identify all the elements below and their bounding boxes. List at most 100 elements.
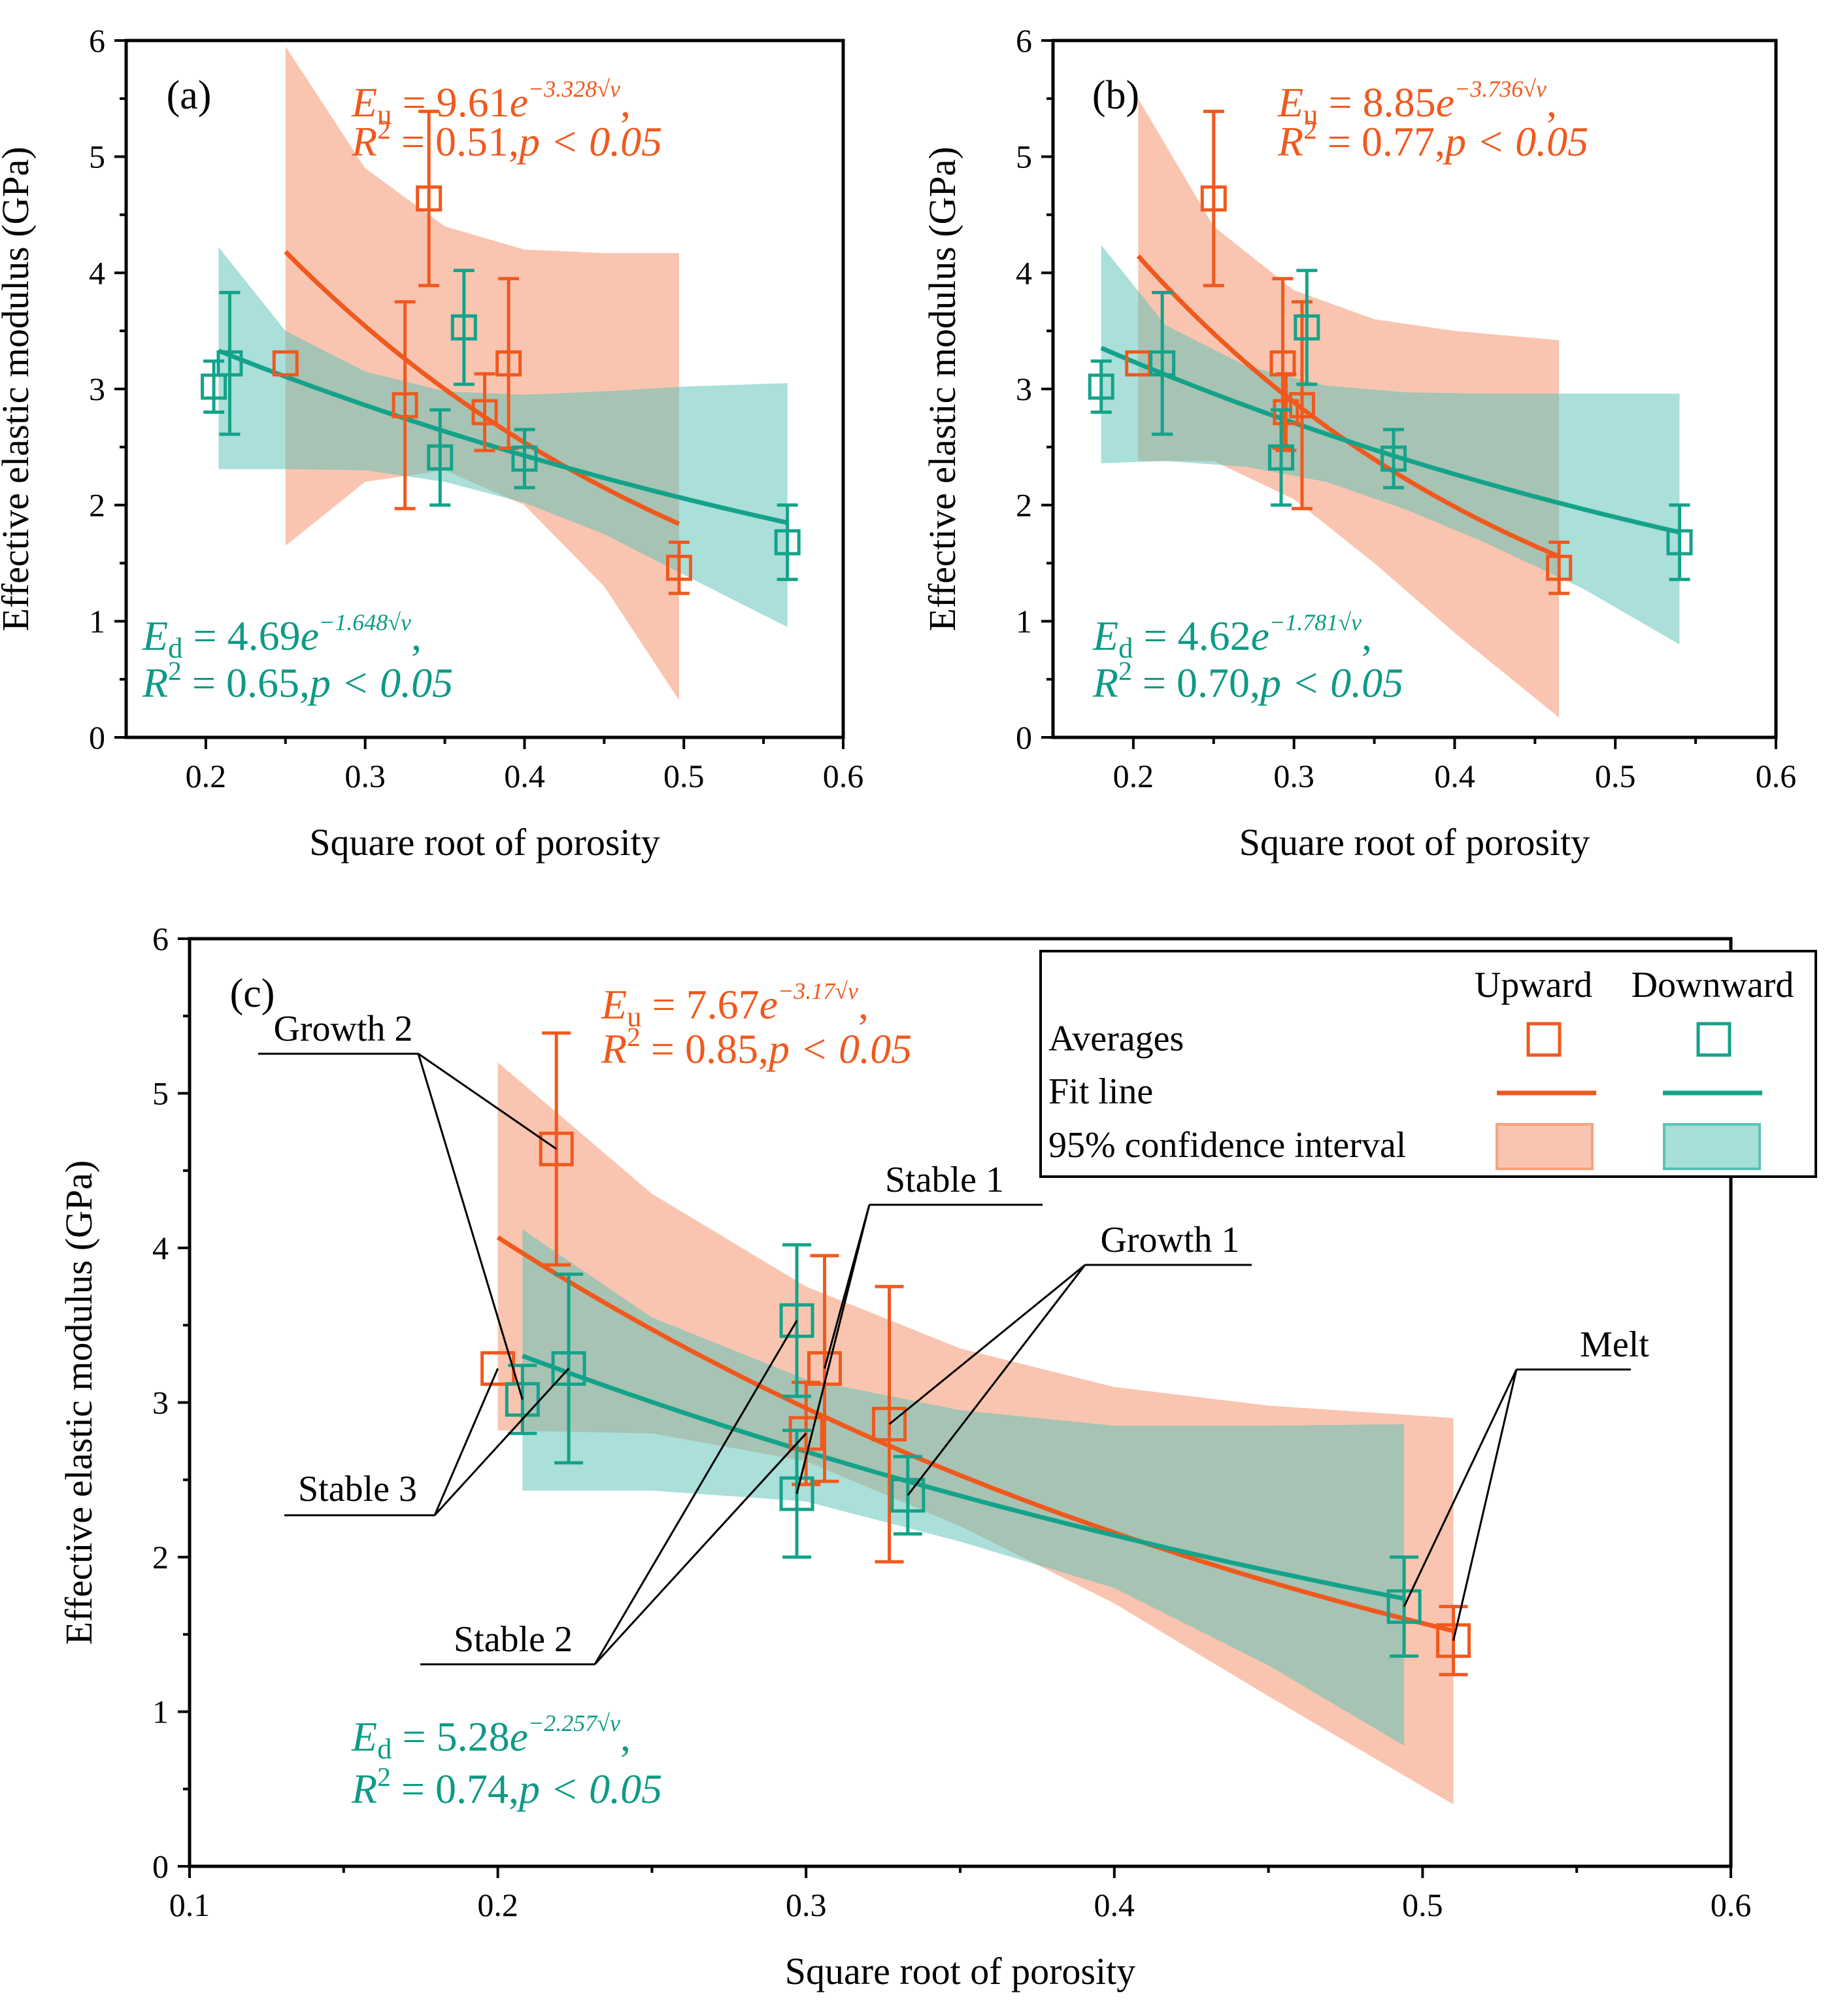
y-tick-label: 0 (1016, 719, 1032, 756)
eq-var: E (351, 1713, 377, 1760)
eq-p-value: p < 0.05 (516, 118, 662, 165)
data-point-downward (427, 444, 454, 471)
x-tick-label: 0.4 (1094, 1887, 1135, 1923)
y-tick-label: 3 (152, 1385, 169, 1421)
y-tick-label: 5 (89, 139, 105, 175)
eq-subscript: u (627, 1000, 641, 1033)
eq-equals: = (642, 981, 686, 1028)
x-axis-title: Square root of porosity (309, 821, 660, 864)
annotation-leader (417, 1053, 524, 1400)
eq-equals-2: = (1132, 660, 1177, 706)
eq-p-value: p < 0.05 (307, 660, 453, 706)
legend-square-downward (1696, 1022, 1731, 1057)
eq-comma: , (1362, 613, 1372, 659)
x-tick-label: 0.2 (186, 758, 227, 794)
eq-e: e (1436, 79, 1454, 126)
eq-equals: = (1318, 79, 1363, 126)
x-tick-label: 0.4 (504, 758, 545, 794)
eq-e: e (301, 613, 319, 659)
legend-row-ci: 95% confidence interval (1048, 1125, 1406, 1166)
data-point-downward (1666, 529, 1693, 556)
eq-exponent: −3.736√v (1454, 76, 1547, 102)
data-point-downward (1268, 444, 1295, 471)
panel-label: (a) (167, 73, 212, 118)
legend-row-fit: Fit line (1048, 1071, 1153, 1112)
eq-coefficient: 4.69 (227, 613, 301, 659)
eq-comma-2: , (509, 118, 519, 165)
chart-panel-a: 0.2 0.3 0.4 0.5 0.6 0 1 2 3 4 5 6 Square root of por… (0, 22, 863, 864)
data-point-upward (539, 1132, 574, 1167)
fit-equation-downward: Ed = 5.28e−2.257√v, (351, 1710, 631, 1765)
annotation-leader (594, 1320, 798, 1665)
data-point-upward (392, 392, 418, 418)
data-point-downward (201, 373, 227, 400)
eq-p-value: p < 0.05 (516, 1766, 662, 1812)
annotation-leader (433, 1368, 570, 1517)
x-tick-label: 0.5 (663, 758, 705, 794)
y-axis-title: Effective elastic modulus (GPa) (58, 1160, 100, 1645)
annotation-growth-2: Growth 2 (258, 1009, 558, 1400)
y-tick-label: 5 (152, 1075, 169, 1112)
annotation-leader (888, 1264, 1086, 1425)
legend-square-upward (1526, 1022, 1562, 1057)
annotation-leader (594, 1432, 807, 1666)
chart-panel-b: 0.2 0.3 0.4 0.5 0.6 0 1 2 3 4 5 6 Square root of por… (921, 22, 1796, 864)
data-point-downward (551, 1351, 586, 1386)
y-tick-label: 0 (89, 719, 105, 756)
chart-panel-c: 0.1 0.2 0.3 0.4 0.5 0.6 0 1 2 3 4 5 6 Square root of … (58, 920, 1817, 1992)
eq-e: e (1251, 613, 1269, 659)
annotation-label: Melt (1580, 1324, 1649, 1365)
x-tick-label: 0.6 (1711, 1887, 1752, 1923)
annotation-label: Growth 2 (273, 1009, 412, 1049)
eq-r-squared: 2 (377, 114, 391, 144)
eq-comma: , (858, 981, 869, 1028)
eq-comma: , (620, 79, 631, 126)
legend-col-downward: Downward (1631, 965, 1794, 1005)
y-tick-label: 3 (1016, 371, 1032, 407)
eq-equals-2: = (182, 660, 226, 706)
legend: Upward Downward Averages Fit line 95% confid… (1039, 950, 1817, 1178)
fit-equation-upward: Eu = 7.67e−3.17√v, (601, 978, 869, 1033)
annotation-label: Stable 1 (885, 1160, 1004, 1200)
eq-var: E (1092, 613, 1118, 659)
data-point-upward (1288, 392, 1315, 418)
fit-equation-upward: Eu = 8.85e−3.736√v, (1277, 76, 1557, 131)
eq-r: R (351, 1766, 377, 1812)
eq-subscript: u (377, 98, 392, 131)
annotation-stable-3: Stable 3 (284, 1368, 570, 1517)
legend-ci-downward (1663, 1123, 1761, 1170)
eq-exponent: −1.781√v (1269, 609, 1362, 635)
data-point-downward (1294, 314, 1320, 341)
eq-r: R (1092, 660, 1118, 706)
eq-comma-2: , (509, 1766, 519, 1812)
x-tick-label: 0.3 (786, 1887, 827, 1923)
fit-stats-upward: R2 = 0.51,p < 0.05 (351, 114, 662, 165)
panel-label: (c) (230, 971, 275, 1016)
eq-p-value: p < 0.05 (1258, 660, 1403, 706)
y-tick-label: 5 (1016, 139, 1032, 175)
eq-comma-2: , (299, 660, 310, 706)
data-point-upward (416, 185, 443, 212)
fit-line-downward (522, 1353, 1405, 1601)
eq-p-value: p < 0.05 (1443, 118, 1588, 165)
y-tick-label: 1 (152, 1694, 169, 1730)
fit-equation-downward: Ed = 4.69e−1.648√v, (142, 609, 422, 664)
eq-r-squared: 2 (377, 1762, 391, 1792)
y-tick-label: 4 (89, 254, 105, 291)
eq-equals-2: = (391, 1766, 435, 1812)
fit-stats-downward: R2 = 0.65,p < 0.05 (142, 656, 453, 706)
eq-var: E (1277, 79, 1303, 126)
data-point-upward (1546, 554, 1573, 581)
annotation-stable-2: Stable 2 (420, 1320, 807, 1666)
eq-comma-2: , (1250, 660, 1260, 706)
data-point-downward (890, 1477, 926, 1513)
annotation-leader (418, 1052, 558, 1150)
eq-e: e (510, 1713, 528, 1760)
fit-stats-downward: R2 = 0.70,p < 0.05 (1092, 656, 1403, 706)
fit-line-upward (284, 250, 680, 526)
eq-r: R (142, 660, 168, 706)
eq-p-value: p < 0.05 (766, 1026, 912, 1072)
x-tick-label: 0.5 (1402, 1887, 1443, 1923)
eq-r2-value: 0.70 (1177, 660, 1250, 706)
y-tick-label: 6 (89, 22, 105, 59)
